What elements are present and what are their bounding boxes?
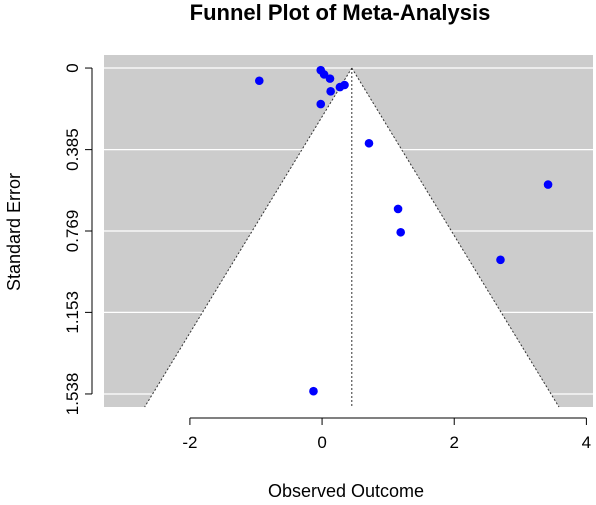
y-tick-label: 0.769: [63, 210, 82, 253]
data-point: [325, 74, 335, 83]
y-axis-label: Standard Error: [4, 173, 24, 291]
data-point: [326, 87, 335, 96]
data-point: [319, 70, 329, 79]
data-point: [340, 80, 349, 90]
data-point: [396, 227, 406, 237]
data-point: [364, 138, 374, 148]
data-point: [316, 99, 326, 109]
data-point: [496, 255, 505, 265]
x-tick-label: 2: [449, 433, 458, 452]
data-point: [309, 386, 318, 396]
y-tick-label: 0.385: [63, 128, 82, 171]
x-tick-label: -2: [182, 433, 197, 452]
x-axis-label: Observed Outcome: [268, 481, 424, 500]
y-tick-label: 1.153: [63, 291, 82, 334]
chart-title: Funnel Plot of Meta-Analysis: [190, 0, 491, 25]
plot-area: [104, 55, 593, 408]
y-axis: 0 0.385 0.769 1.153 1.538: [63, 63, 93, 416]
y-tick-label: 0: [63, 63, 82, 72]
x-axis: -2 0 2 4: [182, 417, 591, 452]
x-tick-label: 4: [582, 433, 591, 452]
data-point: [543, 180, 553, 189]
y-tick-label: 1.538: [63, 373, 82, 416]
data-point: [254, 76, 264, 86]
x-tick-label: 0: [317, 433, 326, 452]
data-point: [393, 204, 403, 214]
